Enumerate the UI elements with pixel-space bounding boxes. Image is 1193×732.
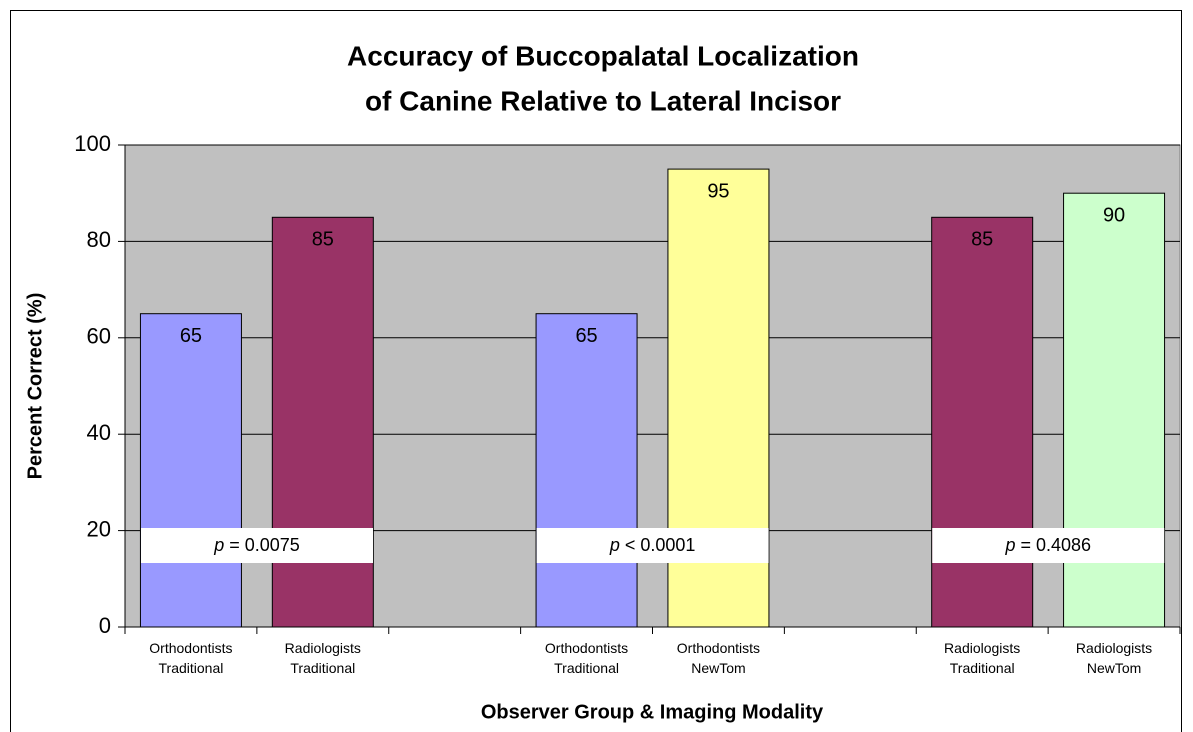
annotation-text: = 0.0075 xyxy=(224,535,300,555)
annotation-box xyxy=(932,528,1165,563)
chart-title: of Canine Relative to Lateral Incisor xyxy=(365,85,841,116)
value-label: 85 xyxy=(312,229,334,251)
annotation-text: < 0.0001 xyxy=(619,535,696,555)
annotation-box xyxy=(141,528,373,563)
x-tick-label: Orthodontists Traditional xyxy=(544,640,629,676)
value-label: 65 xyxy=(180,325,202,347)
annotation-text: = 0.4086 xyxy=(1015,535,1092,555)
value-label: 90 xyxy=(1103,204,1125,226)
bar xyxy=(271,216,374,628)
y-tick-label: 100 xyxy=(74,131,111,156)
annotation: p = 0.4086 xyxy=(932,528,1164,563)
value-label: 65 xyxy=(575,325,597,347)
y-tick-label: 60 xyxy=(87,324,111,349)
annotation: p < 0.0001 xyxy=(537,528,769,563)
x-tick-label: Orthodontists Traditional xyxy=(149,640,233,676)
y-axis-label: Percent Correct (%) xyxy=(24,293,46,480)
x-axis-label: Observer Group & Imaging Modality xyxy=(481,701,824,723)
annotation-italic: p xyxy=(1005,535,1016,555)
y-tick-label: 0 xyxy=(99,613,111,638)
bar xyxy=(139,313,242,628)
chart-title: Accuracy of Buccopalatal Localization xyxy=(347,40,859,71)
annotation-italic: p xyxy=(214,535,225,555)
x-tick-label: Radiologists NewTom xyxy=(1075,640,1153,676)
y-tick-label: 20 xyxy=(87,516,111,541)
annotation: p = 0.0075 xyxy=(141,528,373,563)
annotation-italic: p xyxy=(609,535,620,555)
value-label: 85 xyxy=(971,229,993,251)
value-label: 95 xyxy=(707,180,729,202)
x-tick-label: Orthodontists NewTom xyxy=(676,640,761,676)
annotation-box xyxy=(536,528,769,563)
y-tick-label: 80 xyxy=(87,227,111,252)
y-tick-label: 40 xyxy=(87,420,111,445)
x-tick-label: Radiologists Traditional xyxy=(944,640,1021,676)
x-tick-label: Radiologists Traditional xyxy=(284,640,361,676)
bar xyxy=(931,216,1034,628)
bar xyxy=(535,313,638,628)
